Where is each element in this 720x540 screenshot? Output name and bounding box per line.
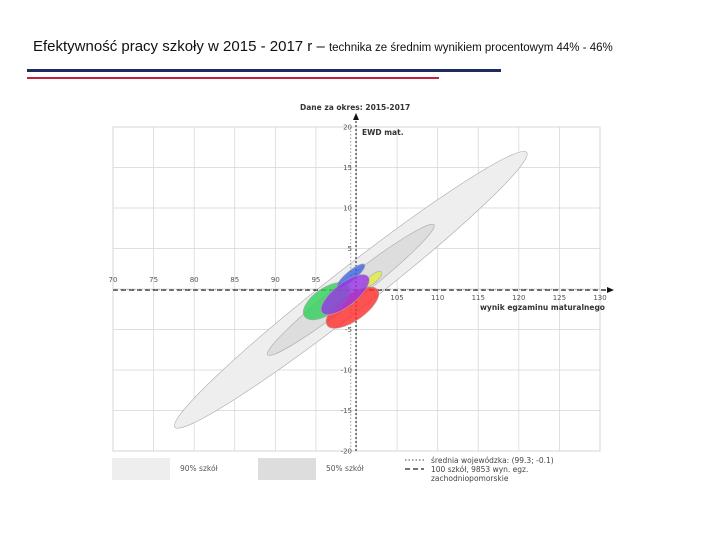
- legend-swatch-50: [258, 458, 316, 480]
- chart-title: Dane za okres: 2015-2017: [300, 103, 410, 112]
- x-tick-label: 130: [593, 294, 606, 302]
- x-tick-label: 95: [311, 276, 320, 284]
- legend-label-50: 50% szkół: [326, 464, 365, 473]
- x-tick-label: 120: [512, 294, 525, 302]
- page-title: Efektywność pracy szkoły w 2015 - 2017 r…: [33, 38, 613, 56]
- x-tick-label: 80: [190, 276, 199, 284]
- school-ellipse-4: [320, 274, 370, 316]
- title-rule-blue: [27, 69, 501, 72]
- x-axis-label: wynik egzaminu maturalnego: [480, 303, 605, 312]
- x-tick-label: 110: [431, 294, 444, 302]
- x-tick-label: 125: [553, 294, 566, 302]
- x-tick-label: 90: [271, 276, 280, 284]
- y-axis-label: EWD mat.: [362, 128, 404, 137]
- y-tick-label: 5: [348, 245, 352, 253]
- y-tick-label: 20: [343, 124, 352, 132]
- y-axis-arrow: [353, 113, 359, 120]
- legend-swatch-90: [112, 458, 170, 480]
- y-tick-label: 10: [343, 205, 352, 213]
- school-ellipses: [303, 263, 383, 329]
- y-tick-label: 15: [343, 164, 352, 172]
- legend-label-schools: 100 szkół, 9853 wyn. egz.: [431, 465, 528, 474]
- x-tick-label: 85: [230, 276, 239, 284]
- x-axis-arrow: [607, 287, 614, 293]
- x-tick-label: 70: [109, 276, 118, 284]
- y-tick-label: -20: [341, 448, 352, 456]
- y-tick-label: -10: [341, 367, 352, 375]
- page-title-sub: technika ze średnim wynikiem procentowym…: [328, 42, 613, 54]
- legend: 90% szkół 50% szkół średnia wojewódzka: …: [112, 456, 554, 483]
- y-tick-label: -5: [345, 326, 352, 334]
- x-tick-label: 75: [149, 276, 158, 284]
- x-tick-label: 105: [390, 294, 403, 302]
- legend-label-mean: średnia wojewódzka: (99.3; -0.1): [431, 456, 554, 465]
- legend-label-90: 90% szkół: [180, 464, 219, 473]
- title-rule-red: [27, 77, 439, 79]
- page-title-main: Efektywność pracy szkoły w 2015 - 2017 r…: [33, 38, 329, 55]
- x-tick-label: 115: [472, 294, 485, 302]
- y-tick-label: -15: [341, 407, 352, 415]
- legend-label-region: zachodniopomorskie: [431, 474, 509, 483]
